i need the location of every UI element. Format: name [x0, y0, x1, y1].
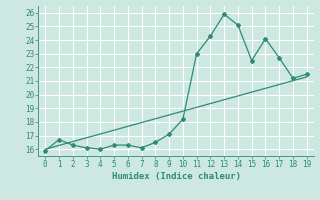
X-axis label: Humidex (Indice chaleur): Humidex (Indice chaleur)	[111, 172, 241, 181]
